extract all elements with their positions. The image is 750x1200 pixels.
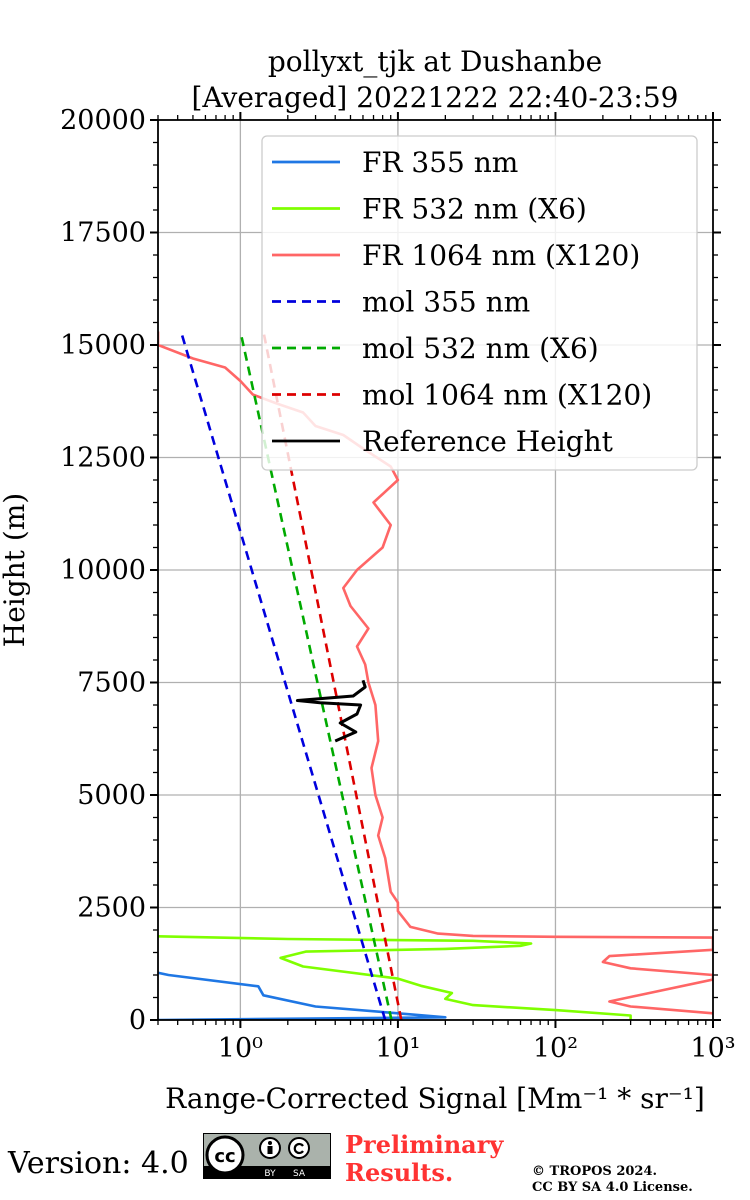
sa-icon [288, 1137, 310, 1159]
chart-title-line1: pollyxt_tjk at Dushanbe [268, 45, 602, 78]
y-tick-label: 17500 [60, 218, 146, 249]
legend-label-6: Reference Height [362, 425, 614, 458]
x-tick-label: 10¹ [375, 1033, 420, 1064]
y-tick-label: 0 [129, 1005, 146, 1036]
legend-label-3: mol 355 nm [362, 286, 530, 319]
series-line-1 [158, 935, 632, 1020]
x-axis-label: Range-Corrected Signal [Mm⁻¹ * sr⁻¹] [165, 1082, 705, 1115]
copyright-line1: © TROPOS 2024. [532, 1164, 658, 1179]
legend-label-2: FR 1064 nm (X120) [362, 239, 640, 272]
y-tick-label: 20000 [60, 105, 146, 136]
y-tick-label: 2500 [77, 893, 146, 924]
copyright-line2: CC BY SA 4.0 License. [532, 1180, 693, 1195]
chart-title-line2: [Averaged] 20221222 22:40-23:59 [192, 81, 679, 114]
legend-label-0: FR 355 nm [362, 146, 518, 179]
x-tick-label: 10³ [690, 1033, 735, 1064]
y-tick-label: 12500 [60, 443, 146, 474]
axis-ticks: 10⁰ 10¹ 10² 10³ 0 2500 5000 7500 10000 12500 15000… [60, 105, 736, 1064]
legend: FR 355 nm FR 532 nm (X6) FR 1064 nm (X120)… [261, 135, 698, 471]
copyright-notice: © TROPOS 2024. CC BY SA 4.0 License. [532, 1164, 693, 1196]
cc-by-sa-badge: cc BY SA [203, 1133, 331, 1179]
y-tick-label: 7500 [77, 668, 146, 699]
series-line-0 [158, 971, 447, 1020]
legend-box [261, 135, 698, 471]
legend-label-1: FR 532 nm (X6) [362, 193, 587, 226]
cc-icon-text: cc [214, 1146, 235, 1167]
x-tick-label: 10⁰ [218, 1033, 263, 1064]
series-line-6 [295, 679, 367, 743]
y-tick-label: 5000 [77, 780, 146, 811]
preliminary-line2: Results. [345, 1158, 454, 1187]
by-label: BY [264, 1169, 276, 1179]
sa-label: SA [293, 1169, 306, 1179]
version-label: Version: 4.0 [8, 1146, 189, 1181]
y-tick-label: 15000 [60, 330, 146, 361]
y-axis-label: Height (m) [0, 493, 31, 647]
preliminary-line1: Preliminary [345, 1130, 504, 1159]
legend-label-5: mol 1064 nm (X120) [362, 379, 652, 412]
x-tick-label: 10² [533, 1033, 578, 1064]
y-tick-label: 10000 [60, 555, 146, 586]
preliminary-notice: Preliminary Results. [345, 1131, 503, 1187]
legend-label-4: mol 532 nm (X6) [362, 332, 599, 365]
cc-icon [205, 1135, 245, 1175]
plot-frame [157, 119, 714, 1021]
